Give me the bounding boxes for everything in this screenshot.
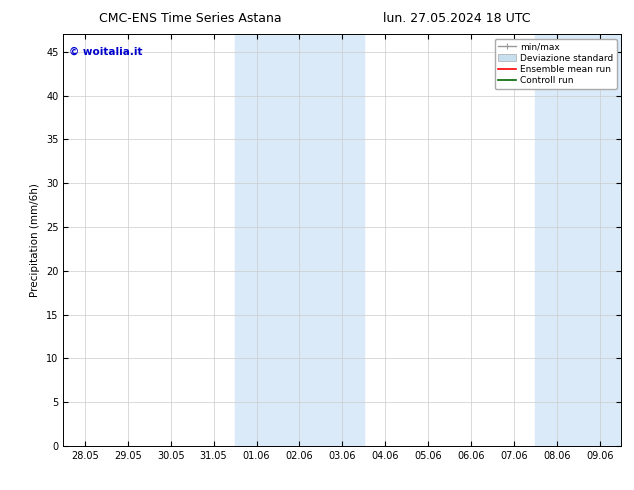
Bar — [536, 34, 621, 446]
Legend: min/max, Deviazione standard, Ensemble mean run, Controll run: min/max, Deviazione standard, Ensemble m… — [495, 39, 617, 89]
Bar — [278, 34, 364, 446]
Bar — [235, 34, 321, 446]
Y-axis label: Precipitation (mm/6h): Precipitation (mm/6h) — [30, 183, 41, 297]
Text: lun. 27.05.2024 18 UTC: lun. 27.05.2024 18 UTC — [383, 12, 530, 25]
Text: © woitalia.it: © woitalia.it — [69, 47, 143, 57]
Text: CMC-ENS Time Series Astana: CMC-ENS Time Series Astana — [99, 12, 281, 25]
